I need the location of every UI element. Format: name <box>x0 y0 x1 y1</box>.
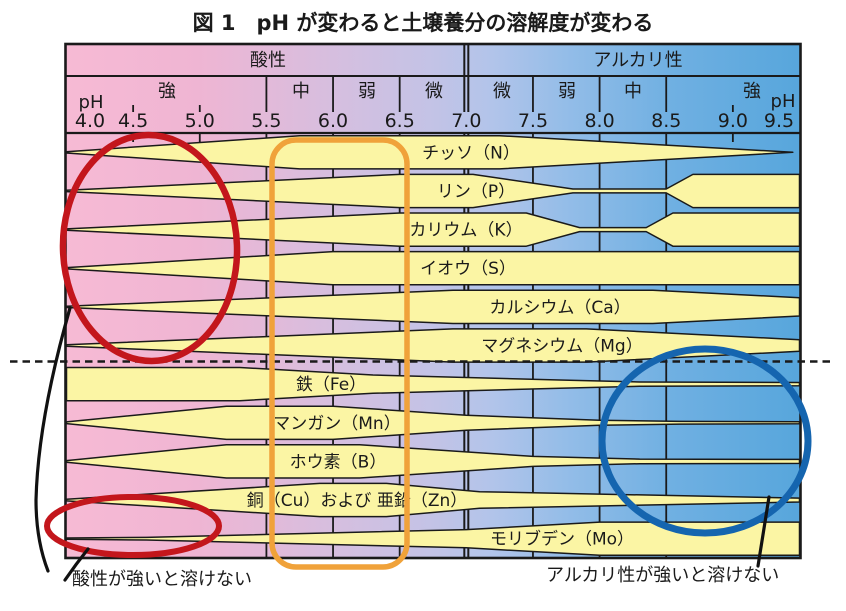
strength-level-labels: 強中弱微微弱中強 <box>158 81 761 102</box>
ph-tick-label: 9.5 <box>764 110 794 132</box>
nutrient-band-label: チッソ（N） <box>422 143 520 163</box>
acid-level-label: 微 <box>425 81 443 102</box>
alkali-level-label: 中 <box>624 81 642 102</box>
nutrient-band-label: マグネシウム（Mg） <box>481 337 642 357</box>
nutrient-band-label: リン（P） <box>437 182 515 202</box>
ph-tick-label: 5.0 <box>185 110 215 132</box>
ph-tick-label: 9.0 <box>718 110 748 132</box>
bottom-right-note: アルカリ性が強いと溶けない <box>546 565 779 586</box>
ph-tick-label: 6.0 <box>318 110 348 132</box>
acid-level-label: 弱 <box>358 81 376 102</box>
nutrient-band-label: マンガン（Mn） <box>273 414 400 434</box>
acid-level-label: 強 <box>158 81 176 102</box>
ph-tick-label: 8.0 <box>584 110 614 132</box>
alkali-header-label: アルカリ性 <box>593 50 682 71</box>
alkali-level-label: 微 <box>493 81 511 102</box>
alkali-level-label: 強 <box>743 81 761 102</box>
nutrient-band-N <box>65 134 794 170</box>
nutrient-band-label: イオウ（S） <box>420 259 516 279</box>
ph-label-right: pH <box>771 91 796 112</box>
nutrient-band-label: ホウ素（B） <box>290 452 387 472</box>
nutrient-band-label: カリウム（K） <box>409 221 522 241</box>
table-border <box>64 42 802 560</box>
acid-level-label: 中 <box>292 81 310 102</box>
nutrient-band-label: モリブデン（Mo） <box>490 529 634 550</box>
ph-label-left: pH <box>79 92 104 113</box>
bottom-left-note: 酸性が強いと溶けない <box>72 569 252 590</box>
nutrient-band-label: 鉄（Fe） <box>296 375 366 395</box>
ph-tick-label: 4.0 <box>75 110 105 132</box>
blue-ellipse-annotation <box>598 345 812 537</box>
ph-scale: 4.0 4.5 5.0 5.5 6.0 6.5 7.0 7.5 8.0 8.5 9.0 9.5 <box>75 110 794 132</box>
orange-rect-annotation <box>269 137 410 570</box>
red-ellipse-annotation <box>59 131 241 365</box>
pointer-line-left-short <box>63 547 90 582</box>
ph-tick-label: 7.5 <box>518 110 548 132</box>
small-red-ellipse-annotation <box>44 494 222 558</box>
alkali-level-label: 弱 <box>558 81 576 102</box>
ph-tick-label: 7.0 <box>451 110 481 132</box>
nutrient-band-labels: チッソ（N） リン（P） カリウム（K） イオウ（S） カルシウム（Ca） マグネシウム（… <box>247 143 643 549</box>
nutrient-band-label: 銅（Cu）および 亜鉛（Zn） <box>247 491 467 511</box>
ph-tick-label: 4.5 <box>118 110 148 132</box>
pointer-line-left-long <box>34 306 72 573</box>
acid-header-label: 酸性 <box>250 50 286 71</box>
ph-tick-label: 5.5 <box>251 110 281 132</box>
ph-tick-label: 8.5 <box>651 110 681 132</box>
nutrient-bands <box>65 134 801 557</box>
ph-tick-label: 6.5 <box>385 110 415 132</box>
figure-title: 図 1 pH が変わると土壌養分の溶解度が変わる <box>193 11 654 35</box>
pointer-line-right <box>756 495 771 568</box>
nutrient-band-label: カルシウム（Ca） <box>489 298 630 318</box>
